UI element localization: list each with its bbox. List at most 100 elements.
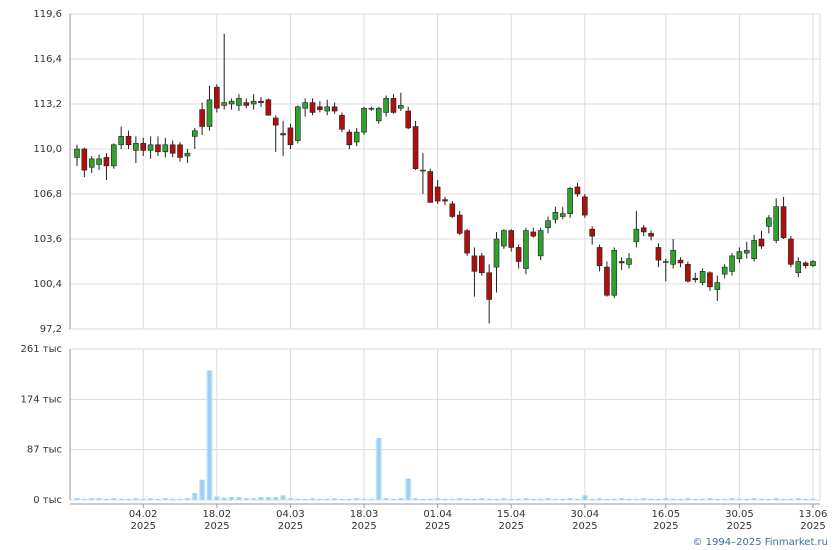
volume-bar: [706, 498, 713, 500]
x-tick-label: 15.04: [497, 509, 526, 520]
candle-body: [692, 278, 699, 281]
candle-body: [162, 144, 169, 153]
volume-bar: [787, 498, 794, 500]
volume-bar: [397, 498, 404, 500]
candle-body: [184, 152, 191, 157]
y-tick-label: 261 тыс: [21, 344, 62, 355]
volume-bar: [751, 498, 758, 500]
volume-bar: [250, 498, 257, 500]
candle-body: [155, 144, 161, 153]
volume-bar: [147, 498, 154, 500]
volume-bar: [662, 498, 669, 500]
candle-body: [390, 98, 397, 113]
candle-body: [449, 203, 456, 217]
candle-body: [530, 231, 537, 237]
x-tick-year: 2025: [131, 521, 156, 532]
candle-body: [339, 114, 345, 130]
volume-bar: [383, 498, 390, 500]
x-tick-label: 18.03: [350, 509, 379, 520]
candle-body: [707, 272, 713, 288]
volume-bar: [184, 498, 191, 500]
volume-bar: [478, 498, 485, 500]
volume-bar: [552, 498, 559, 500]
volume-bar: [618, 498, 625, 500]
candle-body: [456, 214, 463, 234]
x-tick-year: 2025: [204, 521, 229, 532]
volume-bar: [177, 498, 184, 500]
candle-body: [714, 282, 721, 290]
volume-bar: [419, 498, 426, 500]
candle-body: [169, 144, 176, 154]
volume-bar: [522, 498, 529, 500]
candle-body: [118, 136, 124, 146]
volume-bar: [434, 498, 441, 500]
candle-body: [398, 105, 404, 109]
volume-bar: [721, 498, 728, 500]
candle-body: [508, 230, 515, 248]
volume-bar: [338, 498, 345, 500]
volume-bar: [626, 498, 632, 500]
candle-body: [361, 107, 367, 133]
volume-bar: [699, 498, 706, 500]
volume-bar: [368, 498, 375, 500]
candle-body: [618, 261, 625, 264]
volume-bar: [692, 498, 699, 500]
volume-bar: [169, 498, 176, 500]
y-tick-label: 87 тыс: [27, 445, 62, 456]
volume-bar: [765, 498, 772, 500]
candle-body: [604, 266, 610, 296]
candle-body: [405, 110, 412, 129]
candle-body: [147, 144, 154, 151]
candle-body: [685, 264, 691, 282]
candle-body: [287, 127, 294, 146]
volume-bar: [412, 498, 419, 500]
candle-body: [773, 206, 780, 241]
volume-bar: [537, 498, 544, 500]
candle-body: [729, 255, 735, 272]
candle-body: [552, 211, 559, 220]
volume-bar: [508, 498, 515, 500]
volume-bar: [780, 498, 787, 500]
volume-bar: [729, 498, 736, 500]
volume-bar: [581, 495, 588, 500]
candle-body: [640, 227, 647, 233]
volume-bar: [206, 370, 213, 500]
volume-bar: [125, 498, 132, 500]
x-tick-year: 2025: [572, 521, 597, 532]
candle-body: [515, 247, 522, 262]
candle-body: [662, 261, 669, 263]
volume-bar: [74, 498, 80, 500]
candle-body: [294, 106, 301, 141]
candle-body: [346, 131, 353, 146]
volume-bar: [589, 498, 596, 500]
candle-body: [802, 262, 809, 267]
volume-bar: [280, 495, 287, 500]
x-tick-year: 2025: [727, 521, 752, 532]
volume-bar: [346, 498, 353, 500]
candle-body: [81, 148, 88, 171]
candle-body: [795, 261, 802, 274]
candle-body: [567, 188, 573, 214]
candle-body: [780, 206, 787, 238]
candle-body: [331, 106, 338, 112]
volume-bar: [140, 498, 147, 500]
volume-bar: [471, 498, 478, 500]
candle-body: [74, 148, 80, 158]
candle-body: [582, 196, 588, 216]
x-tick-label: 01.04: [423, 509, 452, 520]
candle-body: [501, 230, 507, 247]
volume-bar: [221, 497, 228, 500]
candle-body: [743, 249, 750, 254]
candle-body: [177, 144, 183, 158]
candle-body: [383, 98, 389, 113]
candle-body: [478, 255, 485, 274]
candle-body: [96, 158, 102, 165]
volume-bar: [493, 498, 500, 500]
candle-body: [574, 186, 581, 195]
volume-bar: [758, 498, 765, 500]
candle-body: [103, 157, 110, 167]
candle-body: [486, 272, 492, 300]
candle-body: [214, 86, 220, 109]
volume-bar: [603, 498, 610, 500]
candle-body: [523, 230, 529, 269]
